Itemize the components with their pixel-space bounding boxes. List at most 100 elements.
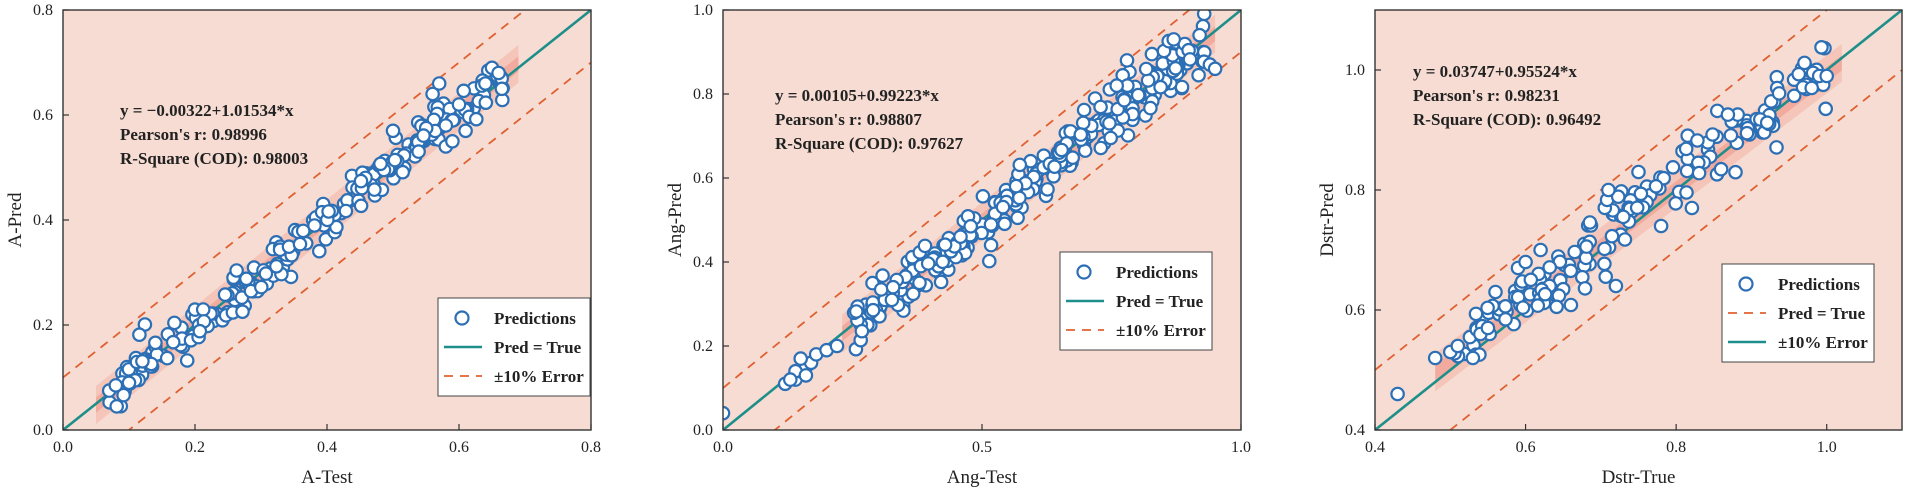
data-point [1608,278,1624,294]
data-point [920,256,936,271]
data-point [1705,127,1720,142]
data-point [1143,100,1158,116]
data-point [1616,209,1631,225]
data-point [975,189,991,204]
data-point [1597,256,1612,272]
data-point [165,334,181,350]
x-tick-label: 0.8 [1666,439,1686,456]
y-tick-label: 0.0 [33,422,53,439]
data-point [1109,78,1124,93]
data-point [1468,306,1484,322]
data-point [1207,61,1223,77]
data-point [179,353,195,368]
data-point [451,97,467,112]
predictions-series [723,10,1223,421]
data-point [1819,68,1834,84]
data-point [1631,164,1646,180]
data-point [1140,73,1156,88]
data-point [148,335,163,351]
data-point [438,118,454,133]
data-point [1610,189,1626,204]
data-point [875,268,890,283]
legend-marker-predictions [454,310,470,326]
data-point [445,134,460,149]
data-point [1144,46,1160,62]
data-point [1130,87,1146,103]
data-point [1498,311,1513,327]
x-tick-label: 1.0 [1817,439,1837,456]
data-point [912,275,927,291]
data-point [258,266,274,281]
data-point [1465,350,1481,366]
data-point [1047,159,1062,174]
lower-error-line [1448,69,1902,430]
y-axis-label: Dstr-Pred [1317,183,1338,257]
data-point [1012,190,1027,206]
data-point [1012,157,1028,173]
legend-label: Pred = True [1116,292,1204,311]
legend-marker-predictions [1738,276,1754,292]
data-point [1010,210,1025,226]
data-point [431,76,447,91]
data-point [1771,86,1787,101]
data-point [1537,286,1553,302]
plot-content [63,10,591,430]
plot-content [723,10,1241,430]
legend: Predictions Pred = True ±10% Error [1059,251,1213,351]
data-point [195,302,211,317]
data-point [983,237,999,253]
data-point [1192,27,1207,43]
legend-label: Predictions [494,309,576,328]
data-point [1523,272,1539,288]
data-point [307,218,322,233]
y-tick-label: 1.0 [1345,62,1365,79]
data-point [782,372,798,387]
data-point [1102,116,1117,131]
data-point [1427,350,1443,366]
data-point [1684,200,1700,216]
plot-content [1375,10,1902,430]
data-point [885,279,901,295]
x-tick-label: 0.4 [1365,439,1385,456]
data-point [1563,263,1578,279]
fit-annotation-line: Pearson's r: 0.98231 [1413,86,1560,105]
data-point [1723,128,1739,143]
legend-label: Pred = True [1778,304,1866,323]
lower-error-line [127,61,591,430]
x-axis-label: Ang-Test [947,467,1018,488]
x-tick-label: 0.4 [317,439,337,456]
fit-annotation-line: y = 0.00105+0.99223*x [775,86,939,105]
data-point [1103,130,1118,146]
y-tick-label: 0.0 [693,422,713,439]
data-point [1665,160,1681,175]
data-point [425,86,440,102]
x-tick-label: 1.0 [1231,439,1251,456]
data-point [1168,61,1183,76]
x-tick-label: 0.2 [185,439,205,456]
data-point [108,378,124,393]
data-point [387,152,403,168]
data-point [321,204,336,219]
data-point [1518,254,1533,270]
y-tick-label: 0.4 [33,212,53,229]
data-point [1065,150,1080,165]
data-point [1008,178,1024,194]
data-point [159,350,175,366]
x-tick-label: 0.5 [972,439,992,456]
data-point [1786,88,1802,104]
data-point [1720,107,1736,122]
data-point [865,302,881,318]
data-point [1579,239,1594,254]
legend-label: Predictions [1778,275,1860,294]
data-point [1604,228,1620,244]
chart-panel-1: 0.0 0.2 0.4 0.6 0.8 0.0 0.2 0.4 0.6 0.8 A-Test A-Pr… [5,2,601,488]
data-point [905,286,921,302]
data-point [1679,163,1695,179]
data-point [1629,200,1645,215]
data-point [873,282,889,297]
x-tick-label: 0.0 [53,439,73,456]
data-point [1116,93,1132,108]
data-point [1075,115,1091,131]
data-point [854,323,870,339]
data-point [109,399,124,414]
